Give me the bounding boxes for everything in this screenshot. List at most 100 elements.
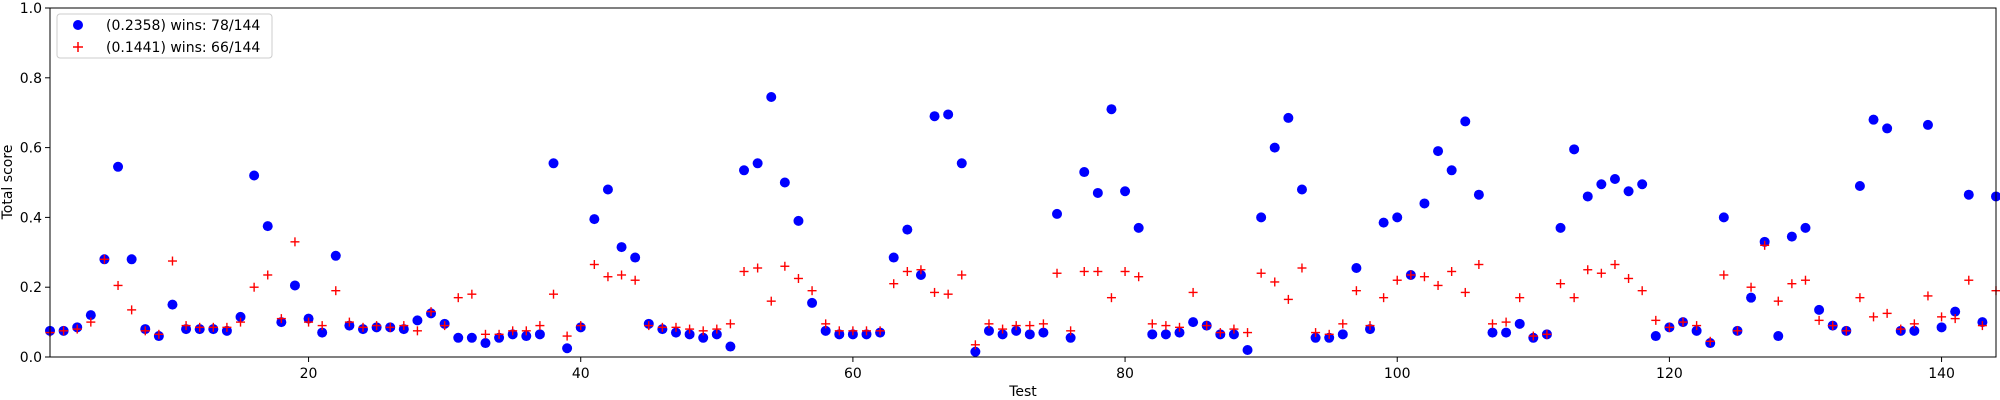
data-point-plus (1800, 275, 1810, 285)
data-point-circle (1786, 231, 1797, 242)
data-point-plus (943, 289, 953, 299)
data-point-plus (1719, 270, 1729, 280)
data-point-circle (453, 332, 464, 343)
data-point-plus (440, 321, 450, 331)
data-point-plus (1787, 279, 1797, 289)
data-point-circle (997, 329, 1008, 340)
data-point-plus (1637, 286, 1647, 296)
data-point-circle (1773, 331, 1784, 342)
data-point-circle (1691, 325, 1702, 336)
data-point-circle (1283, 112, 1294, 123)
data-point-circle (1011, 325, 1022, 336)
data-point-circle (466, 332, 477, 343)
data-point-plus (1950, 314, 1960, 324)
data-point-circle (1746, 292, 1757, 303)
data-point-plus (1025, 321, 1035, 331)
y-tick-label: 0.0 (20, 350, 42, 366)
data-point-plus (1705, 336, 1715, 346)
data-point-plus (1610, 260, 1620, 270)
series-red-pluses (45, 237, 2000, 350)
data-point-plus (1215, 328, 1225, 338)
data-point-circle (480, 338, 491, 349)
data-point-circle (249, 170, 260, 181)
data-point-circle (412, 315, 423, 326)
y-axis-ticks: 0.0 0.2 0.4 0.6 0.8 1.0 (20, 1, 50, 366)
y-tick-label: 0.6 (20, 141, 42, 157)
data-point-circle (602, 184, 613, 195)
data-point-circle (317, 327, 328, 338)
x-tick-label: 100 (1384, 366, 1411, 382)
data-point-plus (807, 286, 817, 296)
data-point-plus (1596, 268, 1606, 278)
data-point-plus (1379, 293, 1389, 303)
data-point-plus (494, 329, 504, 339)
data-point-plus (412, 326, 422, 336)
data-point-plus (562, 331, 572, 341)
data-point-plus (1487, 319, 1497, 329)
data-point-circle (1582, 191, 1593, 202)
data-point-plus (358, 322, 368, 332)
data-point-plus (1324, 329, 1334, 339)
data-point-circle (820, 325, 831, 336)
y-tick-label: 0.8 (20, 71, 42, 87)
data-point-circle (1718, 212, 1729, 223)
data-point-plus (480, 329, 490, 339)
data-point-plus (508, 326, 518, 336)
data-point-plus (793, 273, 803, 283)
data-point-circle (1079, 167, 1090, 178)
y-tick-label: 0.4 (20, 210, 42, 226)
data-point-circle (1555, 222, 1566, 233)
data-point-plus (1174, 322, 1184, 332)
data-point-circle (1501, 327, 1512, 338)
data-point-circle (1120, 186, 1131, 197)
data-point-plus (535, 321, 545, 331)
data-point-circle (1106, 104, 1117, 115)
data-point-circle (1882, 123, 1893, 134)
data-point-circle (670, 327, 681, 338)
x-axis-label: Test (1008, 384, 1037, 400)
data-point-circle (1337, 329, 1348, 340)
data-point-plus (236, 317, 246, 327)
data-point-circle (1065, 332, 1076, 343)
data-point-plus (1909, 319, 1919, 329)
data-point-plus (1937, 312, 1947, 322)
data-point-circle (235, 311, 246, 322)
data-point-circle (1160, 329, 1171, 340)
data-point-plus (902, 266, 912, 276)
data-point-plus (1188, 287, 1198, 297)
data-point-circle (1188, 317, 1199, 328)
data-point-plus (304, 317, 314, 327)
data-point-plus (957, 270, 967, 280)
data-point-circle (1623, 186, 1634, 197)
data-point-circle (1800, 222, 1811, 233)
data-point-plus (766, 296, 776, 306)
data-point-plus (1079, 266, 1089, 276)
data-point-plus (725, 319, 735, 329)
data-point-plus (1311, 328, 1321, 338)
y-axis-label: Total score (0, 145, 16, 221)
data-point-circle (1963, 189, 1974, 200)
data-point-plus (1977, 321, 1987, 331)
data-point-circle (902, 224, 913, 235)
data-point-plus (1746, 282, 1756, 292)
data-point-plus (1651, 315, 1661, 325)
data-point-plus (549, 289, 559, 299)
data-point-circle (766, 91, 777, 102)
data-point-plus (970, 340, 980, 350)
data-point-plus (1501, 317, 1511, 327)
data-point-plus (1773, 296, 1783, 306)
data-point-plus (1692, 321, 1702, 331)
data-point-plus (984, 319, 994, 329)
x-tick-label: 60 (844, 366, 862, 382)
data-point-plus (1624, 273, 1634, 283)
legend-box (56, 13, 273, 59)
y-tick-label: 0.2 (20, 280, 42, 296)
data-point-plus (1664, 322, 1674, 332)
data-point-plus (698, 326, 708, 336)
data-point-plus (1419, 272, 1429, 282)
data-point-circle (1514, 318, 1525, 329)
data-point-plus (1814, 315, 1824, 325)
data-point-plus (1392, 275, 1402, 285)
data-point-plus (1351, 286, 1361, 296)
data-point-circle (289, 280, 300, 291)
